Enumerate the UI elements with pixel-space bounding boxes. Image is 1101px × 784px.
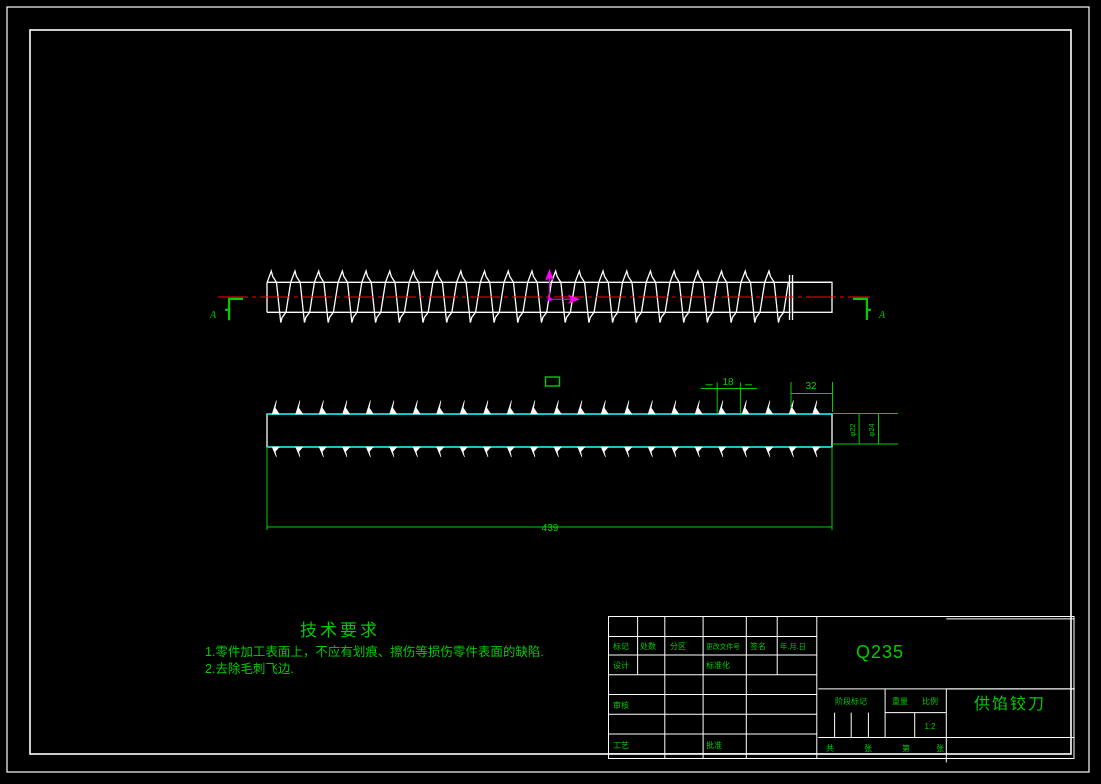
svg-text:阶段标记: 阶段标记	[835, 696, 867, 706]
svg-text:张: 张	[936, 744, 944, 753]
svg-text:1:2: 1:2	[924, 722, 936, 731]
svg-text:张: 张	[864, 744, 872, 753]
svg-text:标准化: 标准化	[706, 660, 730, 670]
svg-text:设计: 设计	[613, 660, 629, 670]
svg-text:分区: 分区	[670, 642, 686, 651]
svg-text:比例: 比例	[922, 696, 938, 706]
svg-text:审核: 审核	[613, 700, 629, 710]
svg-text:年.月.日: 年.月.日	[780, 642, 806, 651]
svg-text:第: 第	[902, 743, 910, 753]
svg-text:工艺: 工艺	[613, 741, 629, 750]
svg-text:重量: 重量	[892, 696, 908, 706]
svg-text:共: 共	[826, 744, 834, 753]
svg-text:处数: 处数	[640, 641, 656, 651]
svg-text:批准: 批准	[706, 740, 722, 750]
svg-text:更改文件号: 更改文件号	[706, 642, 740, 651]
svg-text:签名: 签名	[750, 641, 766, 651]
svg-text:Q235: Q235	[856, 642, 904, 662]
svg-text:标记: 标记	[613, 641, 629, 651]
svg-text:供馅铰刀: 供馅铰刀	[974, 695, 1046, 713]
